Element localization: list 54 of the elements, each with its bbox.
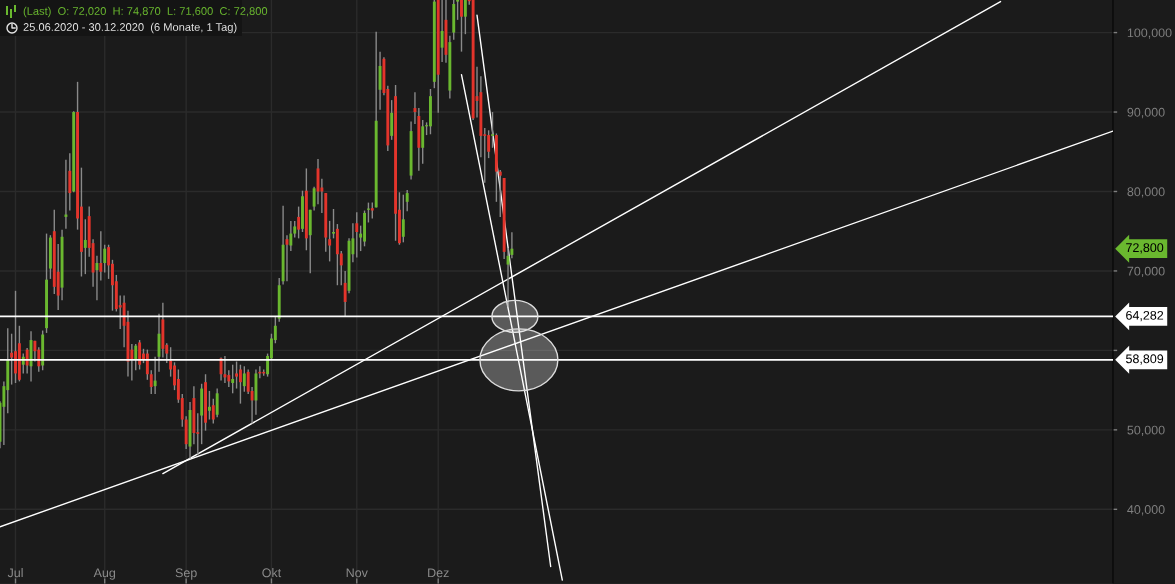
candlestick (153, 356, 157, 395)
candlestick (235, 360, 239, 390)
candlestick (45, 232, 48, 334)
x-tick-label: Jul (7, 568, 23, 578)
x-tick-label: Dez (428, 568, 449, 578)
candlestick (429, 88, 432, 135)
candlestick (14, 290, 17, 384)
candlestick (456, 0, 460, 21)
candlestick (460, 0, 463, 53)
candlestick (238, 364, 242, 405)
candlestick (242, 365, 246, 393)
candlestick (215, 387, 219, 418)
candlestick (207, 390, 211, 421)
candlestick (355, 211, 359, 259)
text: 72,800 (1126, 243, 1164, 254)
candlestick (138, 339, 142, 371)
candlestick (394, 84, 398, 242)
candlestick (332, 208, 335, 240)
candlestick (10, 333, 14, 386)
x-tick-label: Sep (175, 568, 197, 580)
y-tick-label: 70,000 (1127, 266, 1165, 278)
y-tick-label: 90,000 (1127, 107, 1165, 119)
y-tick-label: 40,000 (1127, 505, 1165, 516)
text: (Last) O: 72,020 H: 74,870 L: 71,600 C: 72,800 (23, 6, 268, 18)
candlestick (378, 50, 382, 111)
candlestick (301, 189, 304, 233)
candlestick (363, 209, 366, 248)
ref-line-label: 58,809 (1126, 354, 1164, 365)
candlestick (297, 205, 301, 240)
candlestick (401, 193, 405, 244)
candlestick (487, 129, 491, 159)
candlestick (498, 169, 502, 218)
y-tick-label: 80,000 (1127, 187, 1165, 198)
ref-line-label: 64,282 (1126, 310, 1164, 322)
candlestick (231, 364, 235, 395)
candlestick (405, 189, 409, 213)
candlestick (440, 0, 444, 63)
candlestick (421, 119, 425, 165)
candlestick (491, 111, 494, 149)
x-tick-label: Okt (262, 568, 282, 578)
candlestick (83, 218, 87, 275)
candlestick (145, 348, 149, 381)
x-tick-label: Nov (346, 568, 368, 578)
candlestick (204, 373, 207, 432)
y-tick-label: 100,000 (1127, 28, 1172, 39)
y-tick-label: 50,000 (1127, 425, 1165, 436)
candlestick (390, 99, 394, 141)
candlestick (366, 201, 370, 224)
text: 25.06.2020 - 30.12.2020 (6 Monate, 1 Tag) (23, 22, 237, 34)
candlestick (95, 255, 99, 302)
x-tick-label: Aug (93, 568, 116, 580)
candlestick (463, 0, 467, 35)
candlestick (223, 355, 227, 384)
candlestick (328, 220, 332, 263)
